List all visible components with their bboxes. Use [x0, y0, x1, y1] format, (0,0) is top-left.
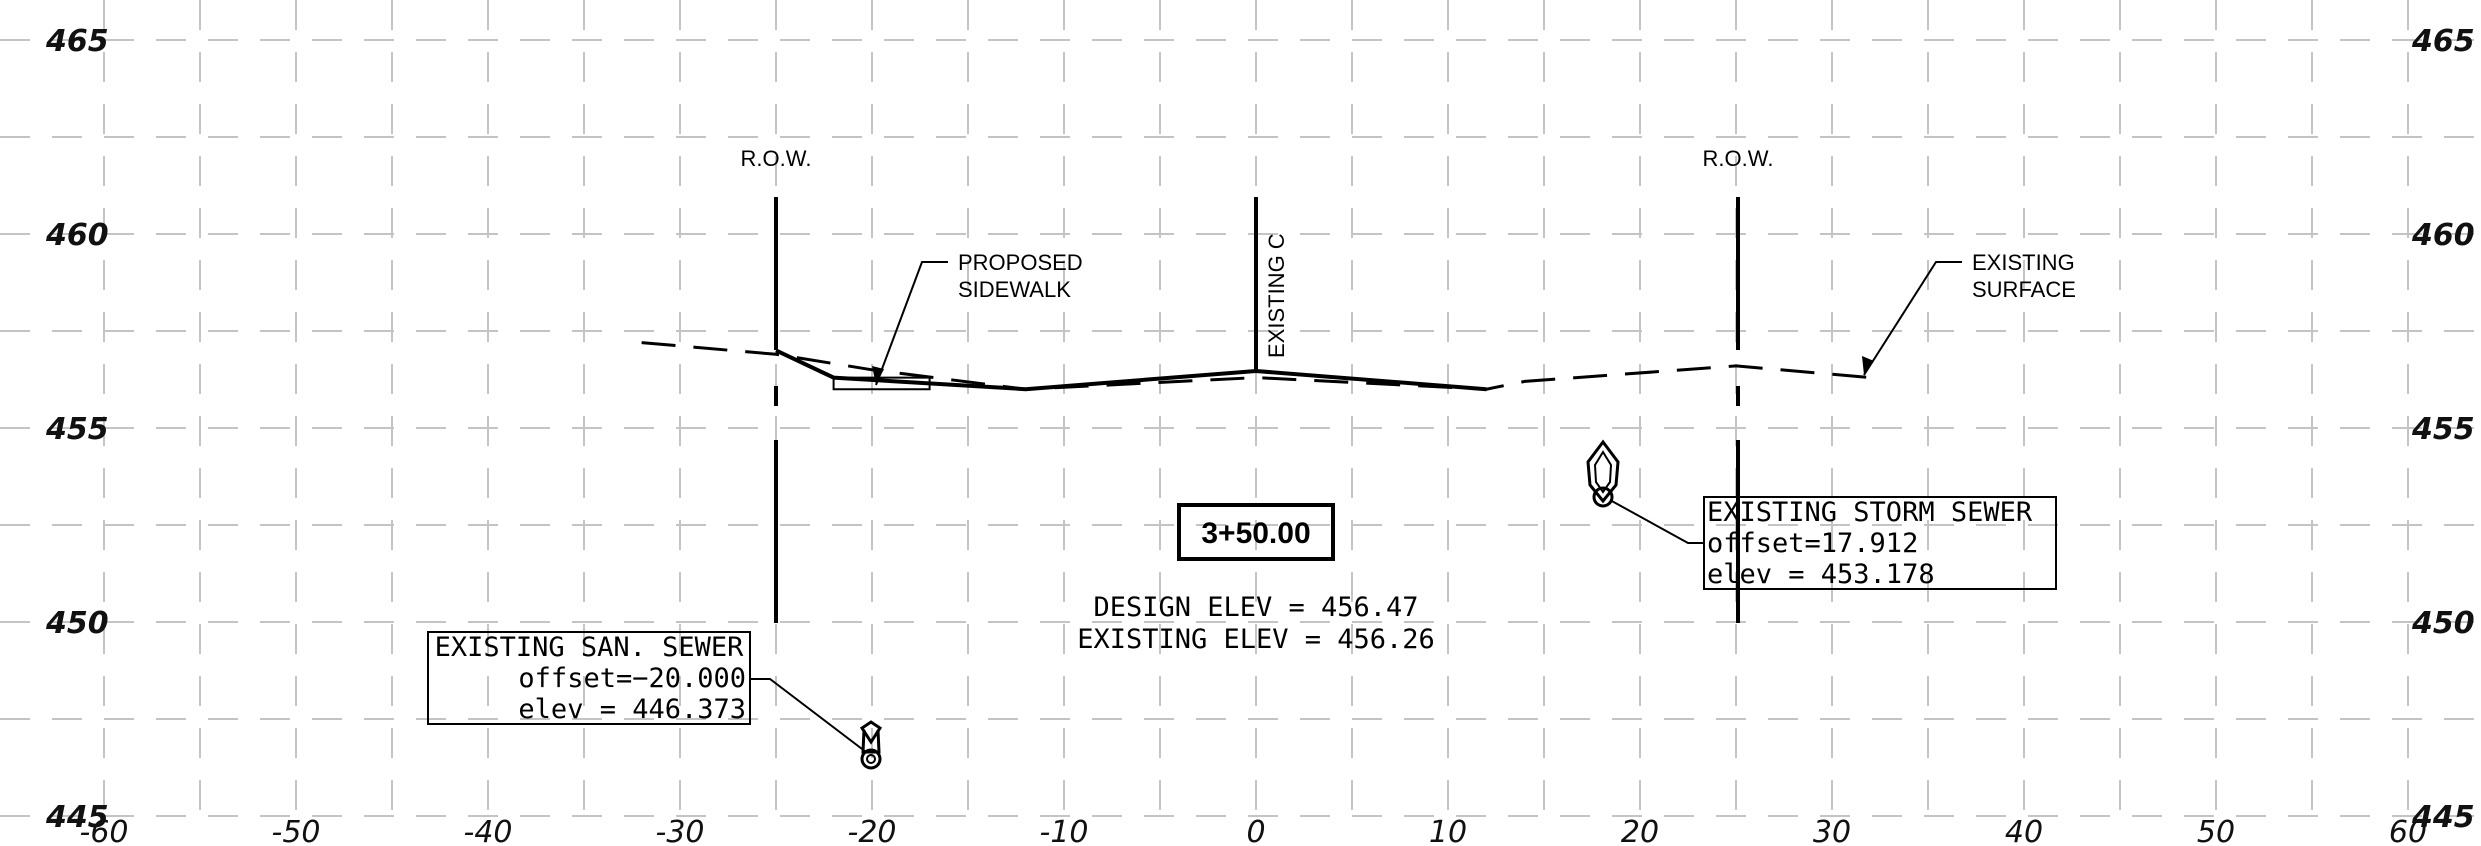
y-tick-label-right: 445 — [2411, 800, 2475, 835]
surface-label-2: SURFACE — [1972, 277, 2076, 302]
y-tick-label-right: 450 — [2411, 606, 2475, 641]
x-tick-label: 30 — [1813, 815, 1851, 846]
y-tick-label-left: 455 — [45, 412, 109, 447]
station-label: 3+50.00 — [1201, 517, 1310, 550]
sidewalk-label-1: PROPOSED — [958, 250, 1083, 275]
x-tick-label: -30 — [656, 815, 705, 846]
san-sewer-offset: offset=−20.000 — [518, 663, 746, 694]
x-tick-label: 60 — [2389, 815, 2427, 846]
design-profile-line — [775, 348, 1487, 392]
y-axis-ticks-left: 465 460 455 450 445 — [45, 24, 109, 835]
station-box — [1177, 503, 1335, 561]
x-tick-label: 0 — [1246, 815, 1265, 846]
centerline-label: EXISTING C — [1264, 233, 1289, 358]
sidewalk-arrow — [872, 366, 884, 385]
grid — [0, 0, 2481, 820]
x-tick-label: 50 — [2197, 815, 2235, 846]
y-tick-label-left: 445 — [45, 800, 109, 835]
y-tick-label-left: 460 — [45, 218, 109, 253]
y-tick-label-right: 460 — [2411, 218, 2475, 253]
san-sewer-title: EXISTING SAN. SEWER — [435, 632, 745, 663]
x-tick-label: -50 — [272, 815, 321, 846]
san-sewer-symbol — [859, 720, 883, 770]
x-tick-label: 40 — [2005, 815, 2043, 846]
x-axis-ticks: -60 -50 -40 -30 -20 -10 0 10 20 30 40 50 60 — [80, 815, 2428, 846]
sidewalk-leader — [875, 261, 948, 386]
y-axis-ticks-right: 465 460 455 450 445 — [2411, 24, 2475, 835]
row-left-label: R.O.W. — [741, 146, 812, 171]
storm-sewer-leader — [1609, 499, 1704, 544]
x-tick-label: -10 — [1040, 815, 1089, 846]
x-tick-label: 20 — [1621, 815, 1659, 846]
surface-leader — [1863, 261, 1962, 376]
surface-label-1: EXISTING — [1972, 250, 2075, 275]
y-tick-label-left: 450 — [45, 606, 109, 641]
storm-sewer-title: EXISTING STORM SEWER — [1707, 497, 2033, 528]
storm-sewer-elev: elev = 453.178 — [1707, 559, 1935, 590]
y-tick-label-right: 465 — [2411, 24, 2475, 59]
x-tick-label: -20 — [848, 815, 897, 846]
x-tick-label: -60 — [80, 815, 129, 846]
sidewalk-label-2: SIDEWALK — [958, 277, 1071, 302]
san-sewer-elev: elev = 446.373 — [518, 694, 746, 725]
san-sewer-leader — [750, 678, 867, 753]
storm-sewer-offset: offset=17.912 — [1707, 528, 1918, 559]
sidewalk-outline — [832, 376, 931, 391]
y-tick-label-left: 465 — [45, 24, 109, 59]
surface-arrow — [1862, 356, 1874, 375]
storm-sewer-symbol — [1586, 439, 1620, 508]
x-tick-label: 10 — [1429, 815, 1467, 846]
x-tick-label: -40 — [464, 815, 513, 846]
design-elev-text: DESIGN ELEV = 456.47 — [1093, 592, 1418, 623]
existing-elev-text: EXISTING ELEV = 456.26 — [1077, 624, 1435, 655]
y-tick-label-right: 455 — [2411, 412, 2475, 447]
existing-surface-line — [641, 341, 1871, 391]
row-right-label: R.O.W. — [1703, 146, 1774, 171]
